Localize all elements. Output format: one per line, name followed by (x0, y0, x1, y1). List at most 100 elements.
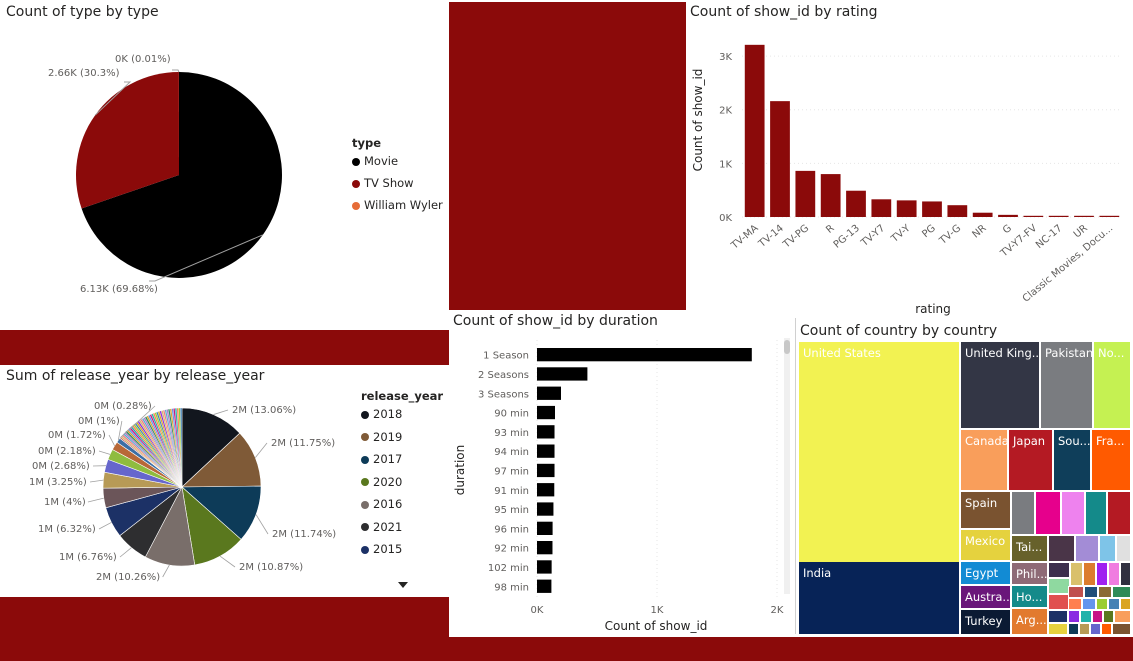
treemap-cell[interactable]: Phil... (1012, 563, 1047, 584)
duration-bar[interactable] (537, 541, 553, 555)
treemap-cell[interactable]: Pakistan (1041, 342, 1092, 428)
rating-bar[interactable] (972, 212, 993, 217)
treemap-cell[interactable] (1080, 610, 1092, 623)
rating-bar[interactable] (795, 170, 816, 217)
treemap-cell[interactable]: Fra... (1092, 430, 1130, 490)
type-pie-slice[interactable] (76, 72, 179, 209)
treemap-cell[interactable] (1061, 491, 1085, 535)
rating-bar[interactable] (770, 101, 790, 217)
rating-bar[interactable] (1023, 215, 1044, 217)
treemap-cell[interactable]: Spain (961, 492, 1010, 528)
treemap-cell[interactable] (1035, 491, 1061, 535)
legend-scroll-down-icon[interactable] (398, 582, 408, 588)
treemap-cell[interactable]: United States (799, 342, 959, 562)
treemap-cell[interactable]: Tai... (1012, 536, 1047, 561)
rating-bar[interactable] (1074, 215, 1094, 217)
type-legend-item[interactable]: TV Show (352, 176, 414, 190)
duration-scrollbar[interactable] (784, 338, 790, 594)
release-year-legend-item[interactable]: 2018 (361, 407, 402, 421)
treemap-cell[interactable] (1048, 578, 1070, 594)
treemap-cell[interactable] (1068, 610, 1080, 623)
rating-bar[interactable] (896, 200, 917, 217)
treemap-cell[interactable] (1114, 610, 1131, 623)
treemap-cell[interactable] (1085, 491, 1107, 535)
duration-bar[interactable] (537, 579, 552, 593)
treemap-cell[interactable] (1048, 535, 1075, 562)
release-year-legend-item[interactable]: 2020 (361, 475, 402, 489)
treemap-cell[interactable] (1112, 623, 1131, 635)
treemap-cell[interactable] (1108, 562, 1120, 586)
treemap-cell[interactable]: United King... (961, 342, 1039, 428)
release-year-pie-slice[interactable] (181, 407, 241, 488)
treemap-cell[interactable] (1096, 562, 1108, 586)
treemap-cell[interactable] (1075, 535, 1099, 562)
duration-bar[interactable] (537, 560, 552, 574)
release-year-legend-item[interactable]: 2015 (361, 542, 402, 556)
duration-bar-chart[interactable]: 0K 1K 2K 1 Season 2 Seasons 3 Seasons 90 min 93… (449, 330, 795, 636)
treemap-cell[interactable]: Sou... (1054, 430, 1090, 490)
treemap-cell[interactable]: No... (1094, 342, 1130, 428)
duration-bar[interactable] (537, 521, 553, 535)
treemap-cell[interactable] (1099, 535, 1116, 562)
treemap-cell[interactable]: Arg... (1012, 609, 1047, 634)
treemap-cell[interactable] (1090, 623, 1101, 635)
treemap-cell[interactable] (1068, 586, 1084, 598)
treemap-cell[interactable] (1120, 562, 1131, 586)
type-pie-chart[interactable]: 6.13K (69.68%) 2.66K (30.3%) 0K (0.01%) (0, 0, 449, 330)
rating-bar[interactable] (820, 174, 841, 217)
treemap-cell[interactable] (1092, 610, 1103, 623)
duration-bar[interactable] (537, 483, 555, 497)
duration-bar[interactable] (537, 386, 561, 400)
release-year-legend-item[interactable]: 2019 (361, 430, 402, 444)
rating-bar[interactable] (947, 205, 968, 217)
release-year-pie-chart[interactable]: 2M (13.06%) 2M (11.75%) 2M (11.74%) 2M (10.… (0, 380, 449, 597)
duration-bar[interactable] (537, 348, 752, 362)
treemap-cell[interactable]: Ho... (1012, 586, 1047, 607)
treemap-cell[interactable]: Mexico (961, 530, 1010, 560)
rating-bar[interactable] (846, 190, 866, 217)
country-treemap[interactable]: United States India United King... Pakistan… (799, 342, 1131, 635)
release-year-pie-slice[interactable] (180, 407, 183, 488)
rating-bar[interactable] (998, 214, 1018, 217)
treemap-cell[interactable] (1084, 586, 1098, 598)
treemap-cell[interactable]: Japan (1009, 430, 1052, 490)
duration-bar[interactable] (537, 405, 555, 420)
treemap-cell[interactable] (1120, 598, 1131, 610)
treemap-cell[interactable]: Austra... (961, 586, 1010, 608)
duration-bar[interactable] (537, 502, 554, 516)
release-year-legend-item[interactable]: 2016 (361, 497, 402, 511)
treemap-cell[interactable] (1103, 610, 1114, 623)
treemap-cell[interactable] (1116, 535, 1131, 562)
rating-bar[interactable] (1099, 215, 1120, 217)
duration-bar[interactable] (537, 425, 555, 439)
rating-bar[interactable] (871, 199, 892, 217)
treemap-cell[interactable] (1098, 586, 1112, 598)
duration-bar[interactable] (537, 463, 555, 478)
treemap-cell[interactable] (1068, 623, 1079, 635)
type-legend-item[interactable]: William Wyler (352, 198, 443, 212)
type-pie-slice[interactable] (81, 72, 283, 278)
treemap-cell[interactable] (1011, 491, 1035, 535)
release-year-legend-item[interactable]: 2017 (361, 452, 402, 466)
treemap-cell[interactable]: Canada (961, 430, 1007, 490)
treemap-cell[interactable] (1070, 562, 1083, 586)
type-legend-item[interactable]: Movie (352, 154, 398, 168)
rating-bar[interactable] (744, 44, 765, 217)
release-year-legend-item[interactable]: 2021 (361, 520, 402, 534)
treemap-cell[interactable] (1048, 623, 1068, 635)
treemap-cell[interactable] (1107, 491, 1131, 535)
treemap-cell[interactable] (1079, 623, 1090, 635)
rating-bar[interactable] (922, 201, 942, 217)
treemap-cell[interactable] (1048, 594, 1070, 610)
rating-bar[interactable] (1048, 215, 1069, 217)
treemap-cell[interactable] (1108, 598, 1120, 610)
treemap-cell[interactable] (1068, 598, 1082, 610)
duration-bar[interactable] (537, 367, 588, 381)
duration-bar[interactable] (537, 444, 555, 458)
treemap-cell[interactable] (1083, 562, 1096, 586)
treemap-cell[interactable] (1096, 598, 1108, 610)
treemap-cell[interactable]: India (799, 562, 959, 634)
treemap-cell[interactable] (1048, 562, 1070, 578)
duration-scrollbar-thumb[interactable] (784, 340, 790, 354)
